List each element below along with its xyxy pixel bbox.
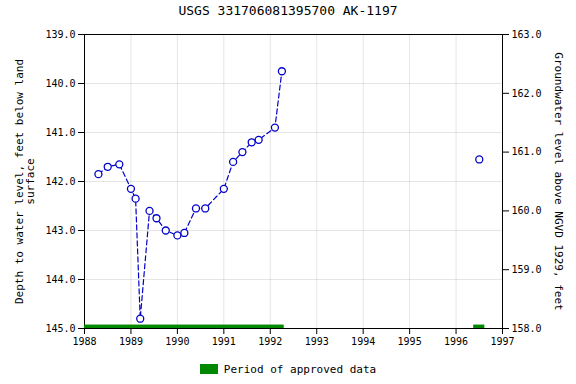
svg-text:1994: 1994 (351, 336, 375, 347)
svg-text:1993: 1993 (305, 336, 329, 347)
svg-text:142.0: 142.0 (45, 176, 75, 187)
svg-text:1992: 1992 (258, 336, 282, 347)
svg-text:162.0: 162.0 (512, 88, 542, 99)
svg-text:1990: 1990 (165, 336, 189, 347)
svg-text:161.0: 161.0 (512, 146, 542, 157)
svg-text:145.0: 145.0 (45, 323, 75, 334)
svg-text:143.0: 143.0 (45, 225, 75, 236)
svg-text:140.0: 140.0 (45, 78, 75, 89)
html-text:Period of approved data: Period of approved data (223, 362, 377, 376)
svg-text:159.0: 159.0 (512, 264, 542, 275)
svg-text:1991: 1991 (212, 336, 236, 347)
svg-text:163.0: 163.0 (512, 29, 542, 40)
svg-text:1989: 1989 (119, 336, 143, 347)
svg-text:1995: 1995 (398, 336, 422, 347)
svg-text:158.0: 158.0 (512, 323, 542, 334)
svg-text:Depth to water level, feet bel: Depth to water level, feet below landsur… (13, 59, 37, 304)
svg-text:141.0: 141.0 (45, 127, 75, 138)
svg-text:1996: 1996 (444, 336, 468, 347)
svg-text:139.0: 139.0 (45, 29, 75, 40)
svg-text:144.0: 144.0 (45, 274, 75, 285)
svg-text:160.0: 160.0 (512, 205, 542, 216)
svg-text:Groundwater level above NGVD 1: Groundwater level above NGVD 1929, feet (552, 52, 565, 310)
html-text:USGS 331706081395700 AK-1197: USGS 331706081395700 AK-1197 (178, 3, 398, 18)
svg-text:1997: 1997 (490, 336, 514, 347)
svg-text:1988: 1988 (72, 336, 96, 347)
